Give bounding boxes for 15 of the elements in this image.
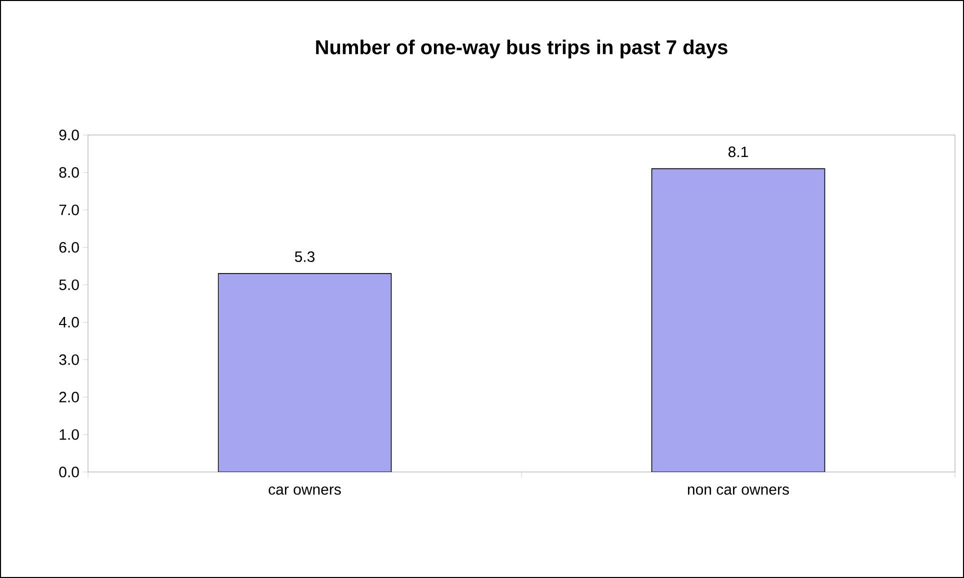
y-tick-label: 4.0 [58, 316, 79, 328]
x-tick-label: car owners [268, 486, 341, 495]
y-tick-label: 0.0 [59, 466, 79, 478]
y-tick-label: 6.0 [59, 242, 79, 253]
y-tick-label: 3.0 [59, 354, 79, 365]
y-tick-label: 1.0 [60, 429, 79, 440]
y-tick-label: 5.0 [59, 279, 79, 290]
data-label: 8.1 [728, 146, 748, 158]
y-tick-label: 8.0 [59, 167, 79, 178]
chart-title: Number of one-way bus trips in past 7 days [316, 40, 728, 58]
x-tick-label: non car owners [688, 486, 789, 495]
data-label: 5.3 [294, 251, 315, 262]
y-tick-label: 7.0 [59, 204, 79, 216]
y-tick-label: 2.0 [59, 392, 79, 402]
y-tick-label: 9.0 [59, 130, 79, 140]
